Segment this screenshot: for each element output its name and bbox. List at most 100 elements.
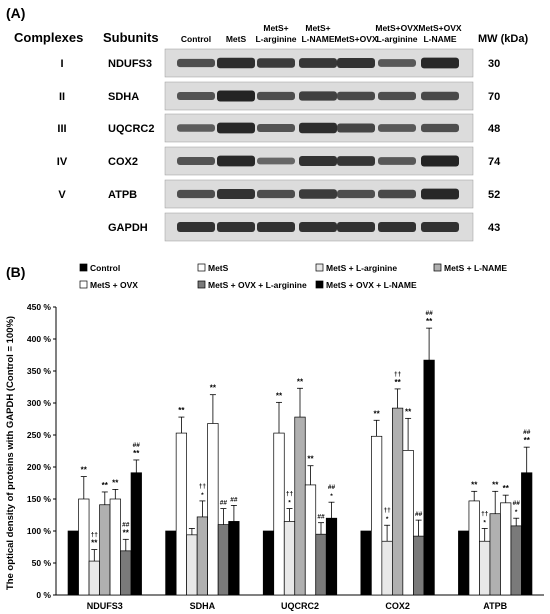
panel-b-label: (B) — [6, 264, 25, 280]
significance-label: †† — [383, 507, 391, 514]
blot-row: IV COX2 74 — [57, 146, 501, 176]
blot-band — [299, 122, 337, 134]
significance-label: * — [330, 493, 333, 500]
significance-label: ## — [220, 500, 228, 507]
blot-band — [299, 155, 337, 167]
bar — [175, 432, 187, 596]
bar — [325, 517, 338, 596]
blot-row: III UQCRC2 48 — [57, 113, 500, 143]
significance-label: ** — [503, 484, 510, 493]
blot-band — [257, 91, 295, 101]
significance-label: ## — [317, 514, 325, 521]
lane-label: L-arginine — [255, 34, 296, 44]
significance-label: †† — [199, 483, 207, 490]
significance-label: ## — [133, 442, 141, 449]
significance-label: ** — [91, 539, 98, 548]
significance-label: ** — [102, 481, 109, 490]
significance-label: †† — [91, 532, 99, 539]
significance-label: ## — [513, 500, 521, 507]
blot-band — [378, 91, 416, 101]
significance-label: ** — [394, 378, 401, 387]
blot-band — [217, 155, 255, 167]
mw-value: 48 — [488, 123, 500, 135]
subunit-label: UQCRC2 — [108, 123, 154, 135]
subunits-header: Subunits — [103, 30, 159, 45]
bar — [186, 534, 198, 596]
bar — [109, 498, 121, 596]
blot-band — [337, 156, 375, 166]
bar — [392, 407, 404, 596]
bar — [402, 450, 414, 596]
lane-label: L-NAME — [423, 34, 456, 44]
blot-band — [378, 189, 416, 199]
blot-band — [257, 58, 295, 68]
blot-row: I NDUFS3 30 — [60, 48, 500, 78]
mw-header: MW (kDa) — [478, 33, 528, 45]
y-tick-label: 400 % — [27, 334, 52, 344]
complex-label: II — [59, 91, 65, 103]
y-tick-label: 0 % — [36, 590, 51, 600]
bar — [479, 540, 491, 596]
bar — [273, 432, 285, 596]
mw-value: 52 — [488, 189, 500, 201]
significance-label: * — [288, 500, 291, 507]
bar — [304, 484, 317, 596]
lane-label: MetS+OVX — [375, 23, 419, 33]
y-tick-label: 250 % — [27, 430, 52, 440]
significance-label: ** — [471, 480, 478, 489]
bar — [413, 535, 425, 596]
blot-band — [299, 189, 337, 199]
significance-label: ** — [297, 377, 304, 386]
lane-label: MetS+OVX — [418, 23, 462, 33]
blot-band — [177, 124, 215, 132]
blot-band — [217, 221, 255, 233]
complexes-header: Complexes — [14, 30, 83, 45]
legend-swatch — [79, 280, 88, 289]
significance-label: ** — [426, 317, 433, 326]
x-tick-label: ATPB — [483, 601, 507, 611]
panel-a-label: (A) — [6, 5, 25, 21]
bar — [217, 524, 229, 596]
x-tick-label: NDUFS3 — [87, 601, 123, 611]
bar — [489, 513, 501, 596]
y-tick-label: 200 % — [27, 462, 52, 472]
blot-band — [177, 157, 215, 165]
y-tick-label: 450 % — [27, 302, 52, 312]
bar — [521, 472, 533, 596]
legend-label: MetS + OVX + L-NAME — [326, 280, 417, 290]
blot-band — [337, 189, 375, 199]
complex-label: V — [58, 189, 66, 201]
blot-band — [337, 123, 375, 133]
legend-label: MetS + L-NAME — [444, 263, 507, 273]
legend-label: MetS — [208, 263, 229, 273]
bar — [196, 516, 208, 596]
blot-band — [257, 157, 295, 165]
blot-band — [337, 91, 375, 101]
significance-label: ** — [133, 449, 140, 458]
lane-label: MetS+ — [305, 23, 330, 33]
bar — [67, 530, 79, 596]
subunit-label: NDUFS3 — [108, 58, 152, 70]
significance-label: ** — [210, 384, 217, 393]
mw-value: 74 — [488, 156, 501, 168]
y-tick-label: 50 % — [32, 558, 52, 568]
complex-label: IV — [57, 156, 68, 168]
blot-row: V ATPB 52 — [58, 179, 500, 209]
bar — [207, 423, 219, 596]
legend-label: Control — [90, 263, 120, 273]
blot-band — [421, 155, 459, 167]
significance-label: * — [483, 519, 486, 526]
significance-label: ** — [112, 478, 119, 487]
y-tick-label: 100 % — [27, 526, 52, 536]
blot-band — [217, 90, 255, 102]
legend-swatch — [315, 280, 324, 289]
bar — [228, 521, 240, 596]
bar — [371, 435, 383, 596]
bar — [468, 500, 480, 596]
blot-band — [421, 57, 459, 69]
bar — [165, 530, 177, 596]
blot-band — [378, 157, 416, 165]
x-tick-label: SDHA — [190, 601, 216, 611]
y-tick-label: 350 % — [27, 366, 52, 376]
subunit-label: GAPDH — [108, 222, 148, 234]
